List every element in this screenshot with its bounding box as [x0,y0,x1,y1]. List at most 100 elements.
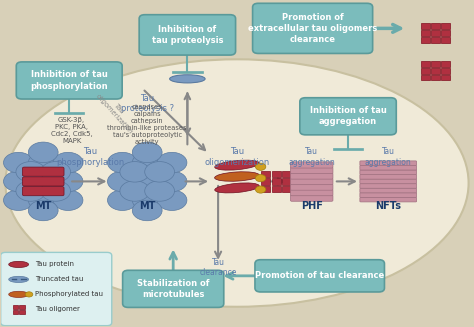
Ellipse shape [170,75,205,83]
Circle shape [132,142,162,163]
Circle shape [3,190,33,211]
Bar [421,68,430,74]
FancyBboxPatch shape [360,193,417,198]
Ellipse shape [215,183,259,193]
Circle shape [132,190,162,211]
Text: MT: MT [139,201,155,211]
Bar [272,178,281,185]
Text: Stabilization of
microtubules: Stabilization of microtubules [137,279,210,299]
Bar [19,305,25,309]
Circle shape [16,162,46,182]
Ellipse shape [5,59,469,307]
Bar [421,30,430,36]
Circle shape [157,171,187,192]
Bar [261,178,270,185]
FancyBboxPatch shape [22,187,64,196]
Circle shape [157,152,187,173]
FancyBboxPatch shape [22,167,64,176]
Ellipse shape [255,175,266,182]
Bar [441,37,450,43]
Text: Tau
oligomerization: Tau oligomerization [204,147,270,167]
Bar [431,37,440,43]
Bar [431,30,440,36]
Circle shape [3,171,33,192]
Circle shape [3,152,33,173]
Bar [12,305,18,309]
FancyBboxPatch shape [291,162,333,168]
Text: Inhibition of
tau proteolysis: Inhibition of tau proteolysis [152,25,223,45]
Text: Inhibition of tau
phosphorylation: Inhibition of tau phosphorylation [30,70,108,91]
FancyBboxPatch shape [139,15,236,55]
Bar [19,310,25,314]
Text: Tau
clearance: Tau clearance [200,258,237,277]
Text: GSK-3β,
PKC, PKA,
Cdc2, Cdk5,
MAPK: GSK-3β, PKC, PKA, Cdc2, Cdk5, MAPK [51,117,92,145]
Text: Tau
aggregation: Tau aggregation [365,147,411,167]
Circle shape [132,200,162,221]
Circle shape [132,171,162,192]
Bar [431,61,440,67]
Bar [421,37,430,43]
Text: PHF: PHF [301,201,323,211]
FancyBboxPatch shape [360,161,417,165]
Ellipse shape [9,261,28,267]
Bar [421,61,430,67]
Circle shape [53,190,83,211]
FancyBboxPatch shape [360,165,417,170]
Circle shape [120,181,150,201]
Ellipse shape [215,172,259,181]
Circle shape [145,181,174,201]
Ellipse shape [9,276,28,283]
FancyBboxPatch shape [291,179,333,185]
Ellipse shape [215,160,259,170]
Text: Tau
phosphorylation: Tau phosphorylation [56,147,125,167]
Bar [12,310,18,314]
Circle shape [157,190,187,211]
FancyBboxPatch shape [291,195,333,201]
Bar [441,24,450,29]
Text: Promotion of
extracellular tau oligomers
clearance: Promotion of extracellular tau oligomers… [248,13,377,44]
Circle shape [28,171,58,192]
Text: Truncated tau: Truncated tau [35,276,83,283]
Circle shape [28,200,58,221]
Circle shape [16,181,46,201]
Bar [441,75,450,80]
FancyBboxPatch shape [123,270,224,307]
Text: Tau oligomer: Tau oligomer [35,306,80,312]
FancyBboxPatch shape [0,252,112,326]
Bar [441,61,450,67]
Text: Tau
proteolysis ?: Tau proteolysis ? [121,94,174,113]
Text: MT: MT [35,201,51,211]
Bar [272,186,281,192]
Circle shape [120,162,150,182]
FancyBboxPatch shape [291,173,333,179]
FancyBboxPatch shape [253,3,373,53]
Circle shape [28,152,58,173]
Text: Promotion of tau clearance: Promotion of tau clearance [255,271,384,280]
Ellipse shape [255,186,266,193]
Circle shape [108,190,137,211]
FancyBboxPatch shape [22,177,64,186]
Circle shape [41,162,71,182]
Bar [441,30,450,36]
FancyBboxPatch shape [360,170,417,175]
Bar [272,171,281,177]
Circle shape [145,162,174,182]
Text: Tau protein: Tau protein [35,262,74,267]
Text: caspases
calpains
cathepsin
thrombin-like proteases
tau's autoproteolytic
activi: caspases calpains cathepsin thrombin-lik… [108,104,187,145]
Bar [431,75,440,80]
Text: Inhibition of tau
aggregation: Inhibition of tau aggregation [310,106,386,126]
FancyBboxPatch shape [291,167,333,174]
FancyBboxPatch shape [255,260,384,292]
Circle shape [53,171,83,192]
Bar [283,186,292,192]
Bar [421,75,430,80]
Bar [283,171,292,177]
FancyBboxPatch shape [16,62,122,99]
Circle shape [108,152,137,173]
Circle shape [108,171,137,192]
FancyBboxPatch shape [291,190,333,196]
FancyBboxPatch shape [291,184,333,190]
Bar [261,186,270,192]
FancyBboxPatch shape [360,179,417,184]
Circle shape [132,152,162,173]
